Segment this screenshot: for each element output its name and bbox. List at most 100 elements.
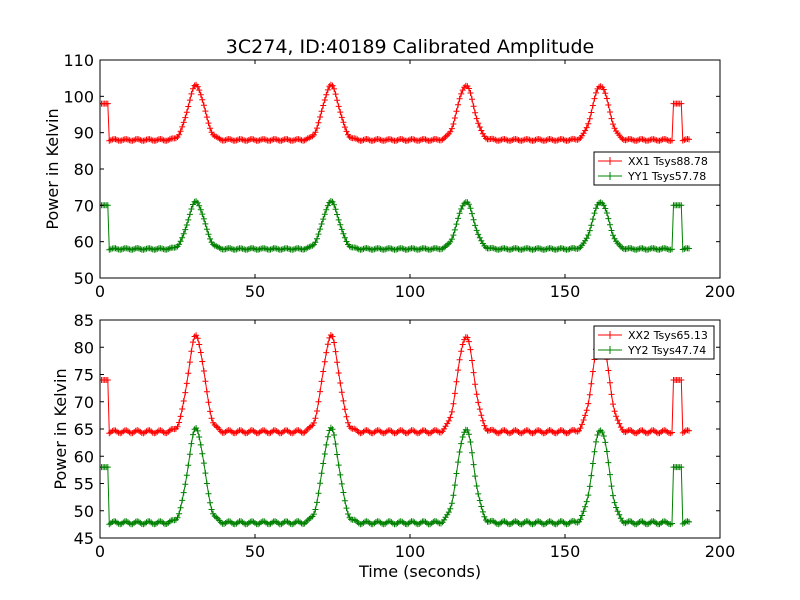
data-point xyxy=(179,406,186,412)
data-point xyxy=(174,514,181,521)
data-point xyxy=(589,460,596,467)
data-point xyxy=(453,470,460,477)
data-point xyxy=(589,368,596,375)
data-point xyxy=(610,401,616,408)
data-point xyxy=(341,234,348,241)
data-point xyxy=(588,109,595,116)
data-point xyxy=(476,124,483,130)
series-green-1 xyxy=(100,424,692,528)
data-point xyxy=(188,90,195,97)
data-point xyxy=(388,245,395,252)
data-point xyxy=(459,87,466,94)
data-point xyxy=(473,227,480,234)
data-point xyxy=(456,210,463,217)
data-point xyxy=(481,513,488,520)
y-tick-label: 100 xyxy=(63,87,94,106)
data-point xyxy=(479,508,486,515)
data-point xyxy=(199,96,206,103)
data-point xyxy=(610,121,616,128)
data-point xyxy=(608,115,615,122)
data-point xyxy=(331,432,338,438)
data-point xyxy=(459,434,466,440)
data-point xyxy=(176,241,183,248)
data-point xyxy=(607,471,613,478)
data-point xyxy=(323,349,330,356)
data-point xyxy=(177,128,184,135)
data-point xyxy=(188,206,195,212)
data-point xyxy=(453,221,460,228)
data-point xyxy=(310,419,317,426)
y-tick-label: 50 xyxy=(74,269,94,288)
data-point xyxy=(179,234,186,241)
data-point xyxy=(279,137,286,144)
data-point xyxy=(185,216,192,223)
data-point xyxy=(337,471,344,478)
data-point xyxy=(318,470,325,477)
data-point xyxy=(603,448,610,455)
data-point xyxy=(476,234,483,241)
data-point xyxy=(475,120,482,127)
data-point xyxy=(199,450,206,457)
data-point xyxy=(324,433,331,440)
data-point xyxy=(345,419,351,426)
data-point xyxy=(318,108,325,115)
data-point xyxy=(320,102,327,109)
data-point xyxy=(318,378,325,385)
data-point xyxy=(450,232,457,239)
data-point xyxy=(104,100,111,107)
data-point xyxy=(467,90,474,96)
data-point xyxy=(323,206,330,213)
data-point xyxy=(190,85,196,92)
data-point xyxy=(332,206,339,213)
data-point xyxy=(472,222,479,229)
data-point xyxy=(202,470,209,477)
data-point xyxy=(321,451,328,457)
data-point xyxy=(455,367,462,374)
x-tick-label: 200 xyxy=(705,542,736,561)
data-point xyxy=(338,480,345,487)
data-point xyxy=(337,380,344,386)
data-point xyxy=(582,412,589,419)
data-point xyxy=(183,109,190,116)
data-point xyxy=(476,406,483,413)
data-point xyxy=(458,440,465,447)
data-point xyxy=(334,97,341,104)
data-point xyxy=(179,497,186,504)
data-point xyxy=(176,419,183,426)
data-point xyxy=(203,114,210,121)
data-point xyxy=(586,483,593,490)
data-point xyxy=(600,86,607,93)
data-point xyxy=(614,508,621,515)
data-point xyxy=(354,245,361,252)
data-point xyxy=(470,461,477,468)
data-point xyxy=(458,90,465,97)
x-tick-label: 100 xyxy=(395,282,426,301)
x-axis-label: Time (seconds) xyxy=(358,562,481,581)
data-point xyxy=(335,462,342,469)
y-tick-label: 60 xyxy=(74,233,94,252)
data-point xyxy=(456,95,463,102)
data-point xyxy=(605,215,612,222)
data-point xyxy=(317,480,324,487)
data-point xyxy=(588,380,595,387)
data-point xyxy=(451,390,458,397)
legend-marker xyxy=(606,331,614,339)
data-point xyxy=(334,359,341,366)
data-point xyxy=(588,472,595,479)
data-point xyxy=(472,473,479,480)
series-red-1 xyxy=(100,332,692,437)
data-point xyxy=(639,245,646,252)
x-tick-label: 0 xyxy=(95,282,105,301)
y-tick-label: 70 xyxy=(74,196,94,215)
data-point xyxy=(451,482,458,489)
data-point xyxy=(329,333,336,340)
data-point xyxy=(337,109,344,116)
x-tick-label: 0 xyxy=(95,542,105,561)
data-point xyxy=(600,433,607,439)
legend-label: YY2 Tsys47.74 xyxy=(627,344,706,357)
data-point xyxy=(183,472,190,479)
data-point xyxy=(469,357,475,364)
data-point xyxy=(586,391,593,398)
data-point xyxy=(317,114,324,120)
series-green-0 xyxy=(100,198,692,253)
